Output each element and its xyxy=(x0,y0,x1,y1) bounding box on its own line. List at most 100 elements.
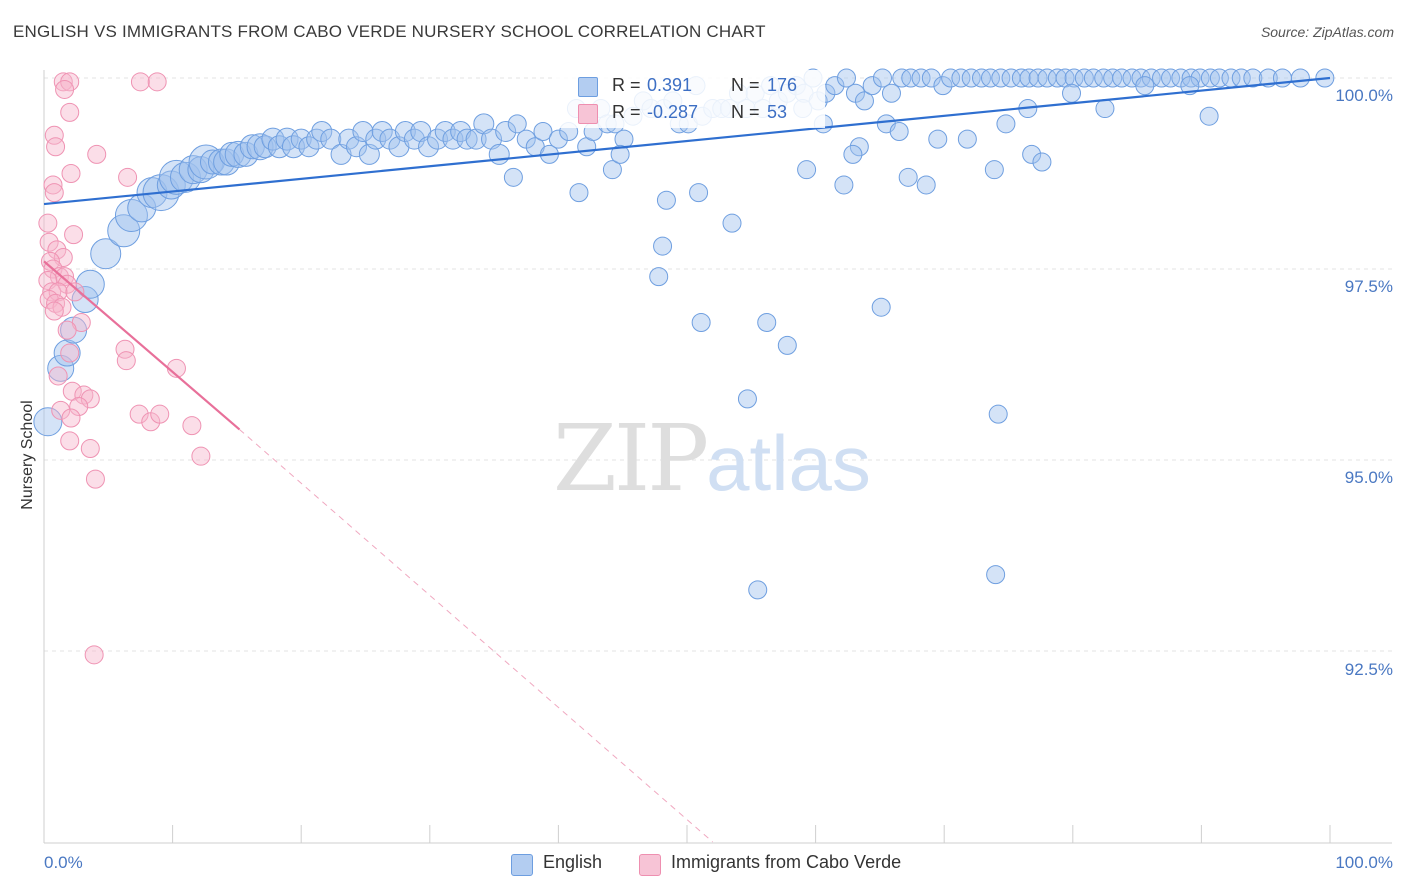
english-point xyxy=(722,213,742,233)
english-point xyxy=(1047,68,1067,88)
chart-title: ENGLISH VS IMMIGRANTS FROM CABO VERDE NU… xyxy=(13,22,766,41)
english-point xyxy=(984,160,1004,180)
english-point xyxy=(689,183,709,203)
cabo-verde-point xyxy=(87,144,107,164)
english-point xyxy=(53,339,81,367)
english-point xyxy=(1258,68,1278,88)
english-point xyxy=(941,68,961,88)
english-point xyxy=(656,190,676,210)
cabo-verde-legend-swatch xyxy=(639,854,661,876)
n-label: N = xyxy=(731,75,760,95)
y-tick-label: 95.0% xyxy=(1344,468,1393,487)
english-point xyxy=(933,76,953,96)
english-point xyxy=(602,160,622,180)
cabo-verde-point xyxy=(130,72,150,92)
cabo-verde-point xyxy=(60,102,80,122)
english-point xyxy=(187,156,215,184)
english-point xyxy=(569,183,589,203)
english-point xyxy=(843,144,863,164)
english-point xyxy=(1095,99,1115,119)
english-point xyxy=(881,83,901,103)
english-point xyxy=(394,120,416,142)
english-point xyxy=(1161,68,1181,88)
english-point xyxy=(158,159,194,195)
english-point xyxy=(473,113,495,135)
cabo-verde-points xyxy=(38,72,211,665)
cabo-verde-point xyxy=(55,79,75,99)
english-point xyxy=(90,238,122,270)
english-point xyxy=(169,161,201,193)
cabo-verde-point xyxy=(44,183,64,203)
english-point xyxy=(986,565,1006,585)
english-point xyxy=(691,312,711,332)
r-value: -0.287 xyxy=(647,102,699,122)
english-point xyxy=(961,68,981,88)
r-label: R = xyxy=(612,102,641,122)
cabo-verde-point xyxy=(40,251,60,271)
english-point xyxy=(988,404,1008,424)
english-point xyxy=(928,129,948,149)
english-point xyxy=(281,135,305,159)
cabo-verde-point xyxy=(44,301,64,321)
x-tick-label: 0.0% xyxy=(44,853,83,872)
english-point xyxy=(352,120,374,142)
watermark-zip: ZIP xyxy=(553,405,709,512)
cabo-verde-point xyxy=(118,167,138,187)
english-point xyxy=(1180,76,1200,96)
cabo-verde-point xyxy=(64,225,84,245)
english-point xyxy=(33,407,63,437)
cabo-verde-point xyxy=(65,282,85,302)
axes xyxy=(43,70,1392,844)
english-point xyxy=(507,114,527,134)
cabo-verde-point xyxy=(42,282,62,302)
english-point xyxy=(649,267,669,287)
cabo-verde-point xyxy=(85,469,105,489)
n-value: 53 xyxy=(767,102,788,122)
english-point xyxy=(338,128,360,150)
english-point xyxy=(434,120,456,142)
english-point xyxy=(872,68,892,88)
cabo-verde-swatch xyxy=(578,104,598,124)
english-point xyxy=(862,76,882,96)
english-point xyxy=(107,214,141,248)
english-point xyxy=(311,120,333,142)
cabo-verde-point xyxy=(182,416,202,436)
english-point xyxy=(757,312,777,332)
n-value: 176 xyxy=(767,75,798,95)
english-point xyxy=(418,136,440,158)
english-trend-line xyxy=(43,76,1331,206)
english-point xyxy=(330,143,352,165)
cabo-verde-point xyxy=(80,389,100,409)
english-point xyxy=(114,199,148,233)
english-point xyxy=(1135,76,1155,96)
english-point xyxy=(1290,68,1310,88)
english-legend-label: English xyxy=(543,852,603,872)
y-tick-label: 97.5% xyxy=(1344,277,1393,296)
cabo-verde-point xyxy=(84,645,104,665)
english-point xyxy=(898,167,918,187)
english-point xyxy=(71,286,99,314)
r-label: R = xyxy=(612,75,641,95)
english-point xyxy=(951,68,971,88)
trend-lines xyxy=(43,76,1331,843)
english-points xyxy=(33,68,1335,600)
english-point xyxy=(911,68,931,88)
english-point xyxy=(427,128,449,150)
cabo-verde-point xyxy=(150,404,170,424)
cabo-verde-legend-label: Immigrants from Cabo Verde xyxy=(671,852,902,872)
english-point xyxy=(797,160,817,180)
english-point xyxy=(1190,68,1210,88)
english-point xyxy=(290,128,312,150)
english-point xyxy=(849,137,869,157)
cabo-verde-point xyxy=(61,408,81,428)
english-point xyxy=(610,144,630,164)
english-point xyxy=(548,129,568,149)
english-swatch xyxy=(578,77,598,97)
english-point xyxy=(854,91,874,111)
english-point xyxy=(1083,68,1103,88)
english-point xyxy=(246,133,274,161)
english-point xyxy=(379,128,401,150)
english-point xyxy=(957,129,977,149)
english-point xyxy=(653,236,673,256)
english-point xyxy=(371,120,393,142)
